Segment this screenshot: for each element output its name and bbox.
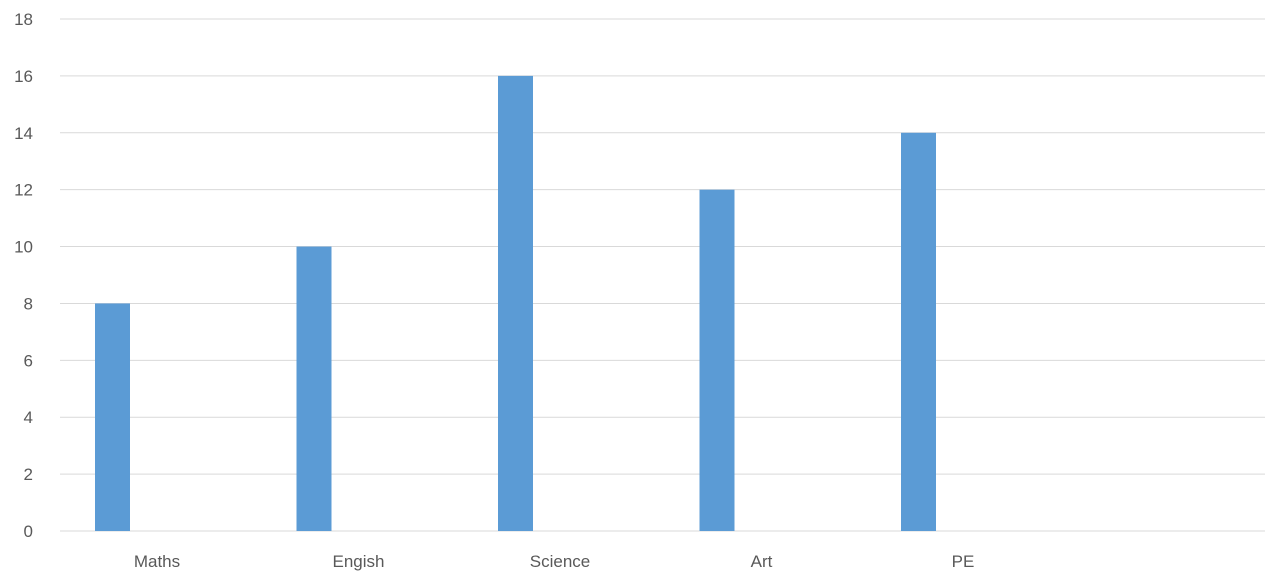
bar-maths: [95, 303, 130, 531]
x-category-label: Art: [751, 552, 773, 571]
y-tick-label: 16: [14, 67, 33, 86]
y-tick-label: 12: [14, 181, 33, 200]
x-category-label: Maths: [134, 552, 180, 571]
y-tick-label: 6: [24, 351, 33, 370]
y-axis-tick-labels: 0 2 4 6 8 10 12 14 16 18: [14, 10, 33, 541]
y-tick-label: 0: [24, 522, 33, 541]
x-axis-category-labels: Maths Engish Science Art PE: [134, 552, 974, 571]
gridlines: [60, 18, 1265, 532]
y-tick-label: 18: [14, 10, 33, 29]
y-tick-label: 4: [24, 408, 33, 427]
y-tick-label: 8: [24, 294, 33, 313]
bar-engish: [296, 246, 332, 532]
bars: [95, 75, 936, 532]
bar-pe: [901, 132, 936, 531]
y-tick-label: 10: [14, 238, 33, 257]
y-tick-label: 14: [14, 124, 33, 143]
x-category-label: Science: [530, 552, 590, 571]
y-tick-label: 2: [24, 465, 33, 484]
bar-science: [498, 75, 533, 531]
bar-art: [699, 189, 735, 531]
x-category-label: Engish: [333, 552, 385, 571]
x-category-label: PE: [952, 552, 975, 571]
